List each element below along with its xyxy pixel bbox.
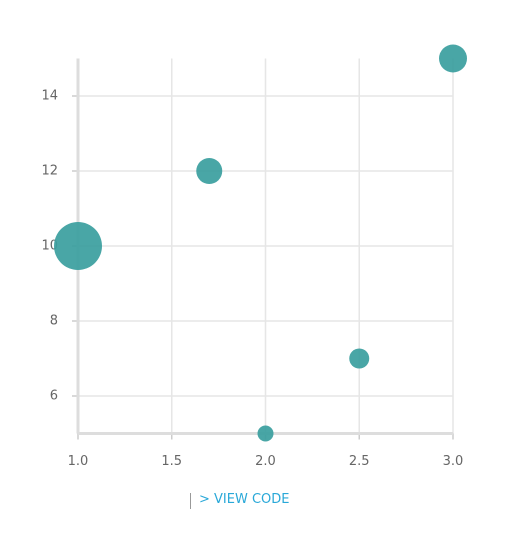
chart: 6 8 10 12 14 1.0 1.5 2.0 2.5 3.0 [41,44,467,469]
bubble [257,425,274,442]
bubble [196,158,223,184]
y-tick-label: 8 [50,314,58,329]
bubble [54,222,102,270]
y-tick-label: 14 [41,89,58,104]
separator [190,493,191,509]
x-tick-label: 1.0 [68,454,89,469]
y-tick-label: 10 [41,239,58,254]
y-tick-label: 12 [41,164,58,179]
bubble [349,348,370,369]
y-tick-label: 6 [50,389,58,404]
view-code-link[interactable]: > VIEW CODE [199,492,290,507]
x-tick-label: 3.0 [443,454,464,469]
x-tick-label: 2.0 [255,454,276,469]
x-tick-label: 2.5 [349,454,370,469]
x-tick-label: 1.5 [161,454,182,469]
bubble [439,44,467,73]
